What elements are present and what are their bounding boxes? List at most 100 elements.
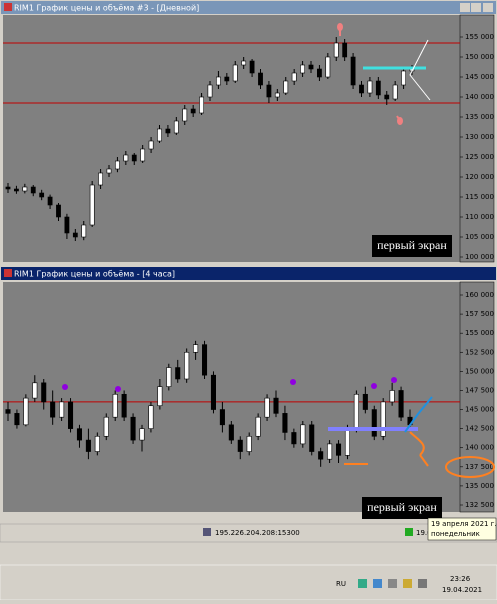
candle-body (106, 168, 112, 174)
y-tick-label: 135 000 (465, 482, 494, 490)
candle-body (22, 186, 28, 192)
y-tick-label: 140 000 (465, 93, 494, 101)
candle-body (5, 186, 11, 190)
candle-body (89, 184, 95, 226)
y-tick-label: 105 000 (465, 233, 494, 241)
candle-body (85, 439, 91, 452)
candle-body (173, 120, 179, 134)
window-icon (4, 269, 12, 277)
candle-body (157, 128, 162, 142)
candle-body (64, 216, 70, 234)
y-tick-label: 155 000 (465, 33, 494, 41)
window-buttons[interactable] (460, 3, 493, 12)
candle-body (274, 92, 280, 98)
candle-body (207, 84, 213, 98)
window-title: RIM1 График цены и объёма - [4 часа] (14, 270, 175, 279)
candle-body (184, 351, 190, 380)
candle-body (68, 401, 74, 429)
candle-body (375, 80, 381, 96)
y-tick-label: 160 000 (465, 291, 494, 299)
candle-body (81, 224, 87, 238)
y-tick-label: 145 000 (465, 73, 494, 81)
y-tick-label: 137 500 (465, 463, 494, 471)
candle-body (317, 68, 322, 78)
candle-body (266, 84, 272, 98)
candle-body (291, 432, 297, 445)
candle-body (14, 188, 19, 192)
candle-body (258, 72, 263, 86)
candle-body (56, 204, 61, 218)
y-tick-label: 150 000 (465, 367, 494, 375)
candle-body (157, 386, 163, 407)
window-icon (4, 3, 12, 11)
candle-body (30, 186, 36, 194)
candle-body (264, 397, 270, 418)
y-tick-label: 157 500 (465, 310, 494, 318)
candle-body (300, 424, 306, 445)
candle-body (193, 344, 199, 353)
candle-body (14, 413, 20, 426)
clock-date[interactable]: 19.04.2021 (442, 586, 482, 594)
server: 195.226.204.208:15300 (215, 529, 300, 537)
window-title: RIM1 График цены и объёма #3 - [Дневной] (14, 4, 199, 13)
candle-body (182, 108, 188, 122)
candle-body (224, 76, 230, 82)
candle-body (140, 148, 146, 162)
candle-body (255, 416, 261, 437)
tooltip-date: 19 апреля 2021 г. (431, 520, 497, 528)
candle-body (165, 128, 171, 134)
candle-body (246, 435, 252, 452)
candle-body (94, 435, 100, 452)
y-tick-label: 115 000 (465, 193, 494, 201)
candle-body (291, 72, 297, 82)
y-tick-label: 110 000 (465, 213, 494, 221)
y-tick-label: 147 500 (465, 386, 494, 394)
candle-body (32, 382, 38, 399)
candle-body (219, 409, 225, 426)
candle-body (98, 172, 103, 186)
candle-body (241, 60, 247, 66)
tray-icons[interactable] (358, 579, 427, 588)
price-axis (459, 14, 495, 263)
candle-body (50, 401, 56, 418)
y-tick-label: 100 000 (465, 253, 494, 261)
candle-body (309, 424, 315, 452)
candle-body (273, 397, 279, 414)
candle-body (380, 401, 386, 437)
status-icon (405, 528, 413, 536)
candle-body (47, 196, 53, 206)
y-tick-label: 150 000 (465, 53, 494, 61)
candle-body (76, 428, 82, 441)
candle-body (166, 367, 172, 387)
y-tick-label: 142 500 (465, 425, 494, 433)
annotation: первый экран (377, 238, 447, 252)
candle-body (130, 416, 136, 441)
y-tick-label: 125 000 (465, 153, 494, 161)
taskbar (0, 564, 497, 601)
candle-body (344, 428, 351, 456)
candle-body (384, 94, 390, 100)
candle-body (228, 424, 234, 441)
candle-body (335, 443, 342, 456)
y-tick-label: 145 000 (465, 406, 494, 414)
candle-body (121, 393, 127, 418)
candle-body (249, 60, 255, 74)
candle-body (103, 416, 109, 437)
tooltip-weekday: понедельник (431, 530, 480, 538)
annotation-box (372, 235, 452, 257)
language[interactable]: RU (336, 580, 346, 588)
annotation-box (362, 497, 442, 519)
candle-body (283, 80, 289, 94)
status-bar (0, 523, 497, 543)
candle-body (342, 42, 348, 58)
candle-body (318, 451, 324, 460)
y-tick-label: 155 000 (465, 329, 494, 337)
tooltip (427, 517, 497, 541)
candle-body (282, 413, 288, 433)
clock-time[interactable]: 23:26 (450, 575, 471, 583)
title-bar (1, 1, 496, 14)
status-date: 19.0 (416, 529, 432, 537)
candle-body (232, 64, 238, 82)
plot-area (3, 282, 460, 512)
